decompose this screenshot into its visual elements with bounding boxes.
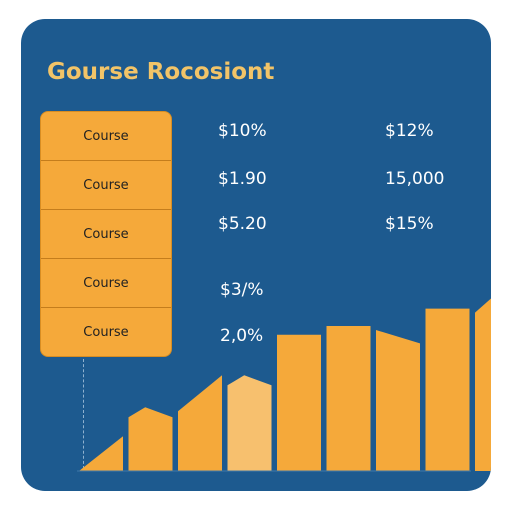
bar-7: [376, 330, 420, 471]
label-row: Course: [41, 112, 171, 161]
value-col1-row5: 2,0%: [220, 326, 264, 346]
value-col2-row1: $12%: [385, 121, 434, 141]
value-col1-row3: $5.20: [218, 214, 267, 234]
value-grid: $10% $1.90 $5.20 $3/% 2,0% $12% 15,000 $…: [21, 19, 491, 359]
bar-3: [178, 375, 222, 471]
bar-2: [128, 407, 173, 471]
label-row: Course: [83, 325, 129, 340]
label-row: Course: [41, 259, 171, 308]
bar-chart: [77, 298, 491, 472]
value-col2-row3: $15%: [385, 214, 434, 234]
page-title: Gourse Rocosiont: [47, 59, 275, 85]
connector-line: [83, 359, 84, 469]
value-col2-row2: 15,000: [385, 169, 445, 189]
bar-4: [227, 375, 272, 471]
label-panel: Course Course Course Course Course: [40, 111, 172, 357]
bar-6: [326, 326, 371, 471]
bar-1: [79, 436, 123, 471]
chart-card: Gourse Rocosiont Course Course Course Co…: [21, 19, 491, 491]
bar-9: [475, 298, 491, 471]
value-col1-row4: $3/%: [220, 280, 264, 300]
bar-8: [425, 308, 470, 471]
label-row: Course: [41, 210, 171, 259]
label-row: Course: [41, 161, 171, 210]
value-col1-row2: $1.90: [218, 169, 267, 189]
bar-5: [277, 334, 321, 471]
value-col1-row1: $10%: [218, 121, 267, 141]
